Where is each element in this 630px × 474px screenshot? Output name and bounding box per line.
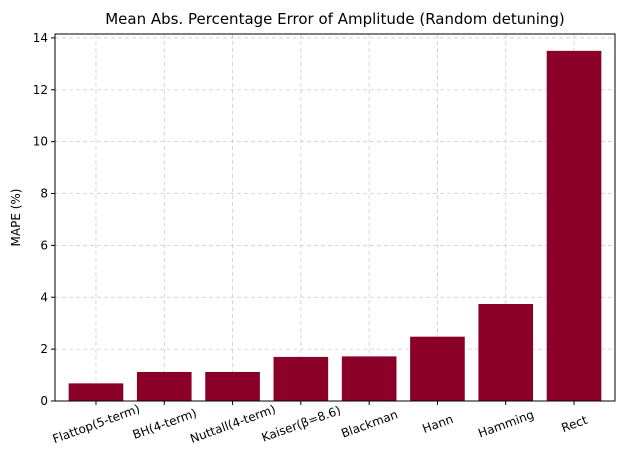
bar bbox=[478, 303, 534, 401]
bar bbox=[273, 356, 329, 401]
y-tick-label: 14 bbox=[33, 31, 48, 45]
x-tick-label: Hann bbox=[421, 412, 455, 436]
y-tick-label: 2 bbox=[40, 342, 48, 356]
y-tick-label: 12 bbox=[33, 83, 48, 97]
x-tick-label: Flattop(5-term) bbox=[51, 402, 142, 447]
bar bbox=[410, 336, 465, 401]
y-tick-label: 8 bbox=[40, 187, 48, 201]
plot-frame bbox=[54, 33, 616, 402]
x-tick-label: Rect bbox=[560, 413, 590, 435]
x-ticks: Flattop(5-term)BH(4-term)Nuttall(4-term)… bbox=[51, 401, 590, 447]
bar bbox=[341, 356, 397, 401]
chart-title: Mean Abs. Percentage Error of Amplitude … bbox=[105, 10, 565, 28]
bar bbox=[68, 383, 124, 401]
x-tick-label: Hamming bbox=[476, 407, 536, 440]
bar bbox=[546, 50, 602, 402]
x-tick-label: Blackman bbox=[339, 407, 399, 440]
bar bbox=[205, 371, 260, 401]
y-tick-label: 10 bbox=[33, 135, 48, 149]
y-tick-label: 6 bbox=[40, 238, 48, 252]
y-tick-label: 4 bbox=[40, 290, 48, 304]
y-ticks: 0 2 4 6 8 10 12 14 bbox=[33, 31, 55, 408]
bar bbox=[136, 371, 192, 401]
grid-layer bbox=[55, 34, 615, 402]
bar-layer bbox=[68, 50, 602, 402]
y-axis-label: MAPE (%) bbox=[9, 189, 23, 247]
x-tick-label: BH(4-term) bbox=[131, 406, 199, 442]
y-tick-label: 0 bbox=[40, 394, 48, 408]
